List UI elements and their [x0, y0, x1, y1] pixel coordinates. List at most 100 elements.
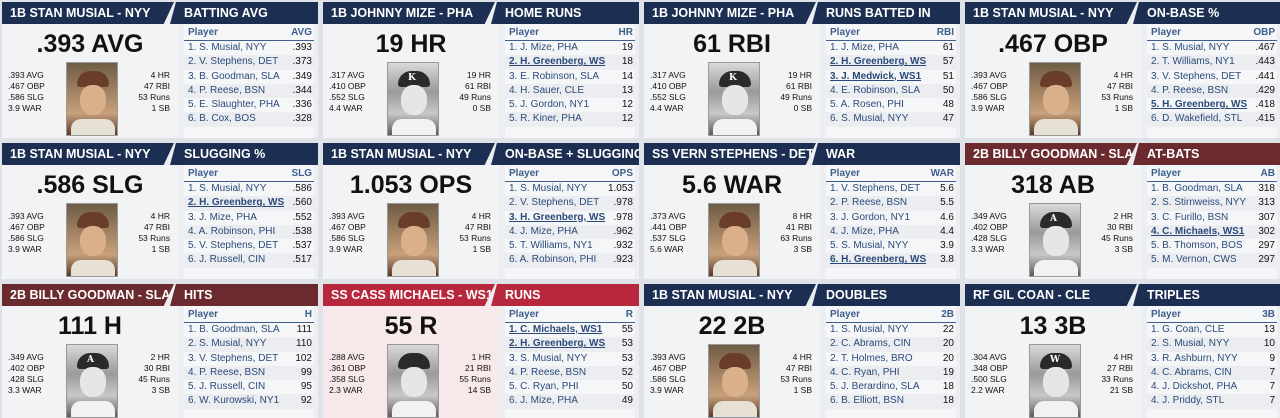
leader-name-link[interactable]: 6. J. Russell, CIN [188, 254, 266, 266]
leader-card[interactable]: 1B JOHNNY MIZE - PHA RUNS BATTED IN 61 RBI… [644, 2, 960, 138]
leaderboard-row[interactable]: 6. S. Musial, NYY 47 [826, 112, 956, 127]
leaderboard-row[interactable]: 6. B. Cox, BOS .328 [184, 112, 314, 127]
player-column-header[interactable]: Player [509, 309, 540, 320]
stat-column-header[interactable]: OPS [611, 168, 633, 179]
leader-name-link[interactable]: 1. G. Coan, CLE [1151, 324, 1225, 335]
leader-name-link[interactable]: 5. M. Vernon, CWS [1151, 254, 1237, 266]
stat-column-header[interactable]: HR [618, 27, 633, 38]
leader-name-link[interactable]: 1. J. Mize, PHA [509, 42, 578, 53]
leader-name-link[interactable]: 4. J. Dickshot, PHA [1151, 381, 1238, 393]
leader-name-link[interactable]: 6. J. Mize, PHA [509, 395, 578, 407]
leader-name-link[interactable]: 3. J. Mize, PHA [188, 211, 257, 223]
leader-name-link[interactable]: 6. S. Musial, NYY [830, 113, 909, 125]
leader-name-link[interactable]: 5. J. Gordon, NY1 [509, 99, 590, 111]
leader-name-link[interactable]: 1. S. Musial, NYY [509, 183, 588, 194]
leaderboard-row[interactable]: 4. J. Priddy, STL 7 [1147, 394, 1277, 409]
leader-name-link[interactable]: 6. H. Greenberg, WS [830, 254, 927, 266]
leader-name-link[interactable]: 5. B. Thomson, BOS [1151, 240, 1243, 252]
leader-name-link[interactable]: 5. J. Berardino, SLA [830, 381, 920, 393]
stat-column-header[interactable]: H [304, 309, 312, 320]
leaderboard-row[interactable]: 1. C. Michaels, WS1 55 [505, 323, 635, 337]
leader-name-link[interactable]: 5. H. Greenberg, WS [1151, 99, 1248, 111]
leaderboard-row[interactable]: 6. J. Russell, CIN .517 [184, 253, 314, 268]
leaderboard-row[interactable]: 2. V. Stephens, DET .978 [505, 196, 635, 211]
leaderboard-row[interactable]: 5. S. Musial, NYY 3.9 [826, 239, 956, 253]
leaderboard-row[interactable]: 1. V. Stephens, DET 5.6 [826, 182, 956, 196]
leader-name-link[interactable]: 6. B. Cox, BOS [188, 113, 256, 125]
leader-name-link[interactable]: 3. V. Stephens, DET [188, 352, 279, 364]
leaderboard-row[interactable]: 3. S. Musial, NYY 53 [505, 352, 635, 366]
leader-name-link[interactable]: 6. A. Robinson, PHI [509, 254, 597, 266]
leader-name-link[interactable]: 1. S. Musial, NYY [1151, 42, 1230, 53]
leader-card[interactable]: 1B JOHNNY MIZE - PHA HOME RUNS 19 HR .317 A… [323, 2, 639, 138]
leader-name-link[interactable]: 4. J. Priddy, STL [1151, 395, 1225, 407]
leader-name-link[interactable]: 3. S. Musial, NYY [509, 352, 588, 364]
leaderboard-row[interactable]: 2. H. Greenberg, WS 57 [826, 55, 956, 70]
leaderboard-row[interactable]: 1. S. Musial, NYY .586 [184, 182, 314, 196]
leaderboard-row[interactable]: 4. P. Reese, BSN 52 [505, 365, 635, 381]
leaderboard-row[interactable]: 5. V. Stephens, DET .537 [184, 239, 314, 253]
leader-name-link[interactable]: 2. H. Greenberg, WS [188, 197, 285, 209]
leader-name-link[interactable]: 1. V. Stephens, DET [830, 183, 921, 194]
player-column-header[interactable]: Player [188, 309, 219, 320]
leader-name-link[interactable]: 3. V. Stephens, DET [1151, 70, 1242, 82]
leader-name-link[interactable]: 2. S. Musial, NYY [1151, 338, 1230, 350]
leader-name-link[interactable]: 4. C. Ryan, PHI [830, 366, 900, 378]
leader-name-link[interactable]: 2. P. Reese, BSN [830, 197, 908, 209]
player-header[interactable]: 1B STAN MUSIAL - NYY [965, 2, 1137, 24]
leader-name-link[interactable]: 2. H. Greenberg, WS [830, 56, 927, 68]
leader-name-link[interactable]: 3. E. Robinson, SLA [509, 70, 600, 82]
player-column-header[interactable]: Player [1151, 168, 1182, 179]
leader-card[interactable]: SS CASS MICHAELS - WS1 RUNS 55 R .288 AVG .3… [323, 284, 639, 418]
leaderboard-row[interactable]: 5. J. Russell, CIN 95 [184, 380, 314, 394]
stat-column-header[interactable]: OBP [1253, 27, 1275, 38]
leader-card[interactable]: 1B STAN MUSIAL - NYY SLUGGING % .586 SLG .3… [2, 143, 318, 279]
leader-name-link[interactable]: 4. P. Reese, BSN [188, 84, 266, 96]
leaderboard-row[interactable]: 3. J. Medwick, WS1 51 [826, 70, 956, 84]
leaderboard-row[interactable]: 6. D. Wakefield, STL .415 [1147, 112, 1277, 127]
leaderboard-row[interactable]: 3. R. Ashburn, NYY 9 [1147, 352, 1277, 366]
leaderboard-row[interactable]: 1. J. Mize, PHA 61 [826, 41, 956, 55]
player-column-header[interactable]: Player [509, 168, 540, 179]
leaderboard-row[interactable]: 3. V. Stephens, DET .441 [1147, 70, 1277, 84]
leaderboard-row[interactable]: 5. J. Berardino, SLA 18 [826, 380, 956, 394]
stat-column-header[interactable]: RBI [936, 27, 954, 38]
leaderboard-row[interactable]: 4. H. Sauer, CLE 13 [505, 83, 635, 99]
leader-card[interactable]: SS VERN STEPHENS - DET WAR 5.6 WAR .373 AVG… [644, 143, 960, 279]
player-column-header[interactable]: Player [1151, 309, 1182, 320]
leader-name-link[interactable]: 1. S. Musial, NYY [830, 324, 909, 335]
leader-card[interactable]: 1B STAN MUSIAL - NYY DOUBLES 22 2B .393 AVG… [644, 284, 960, 418]
leaderboard-row[interactable]: 1. J. Mize, PHA 19 [505, 41, 635, 55]
stat-column-header[interactable]: R [625, 309, 633, 320]
leader-name-link[interactable]: 4. C. Abrams, CIN [1151, 366, 1232, 378]
leaderboard-row[interactable]: 2. S. Stirnweiss, NYY 313 [1147, 196, 1277, 211]
leaderboard-row[interactable]: 4. J. Mize, PHA 4.4 [826, 224, 956, 240]
leaderboard-row[interactable]: 4. C. Abrams, CIN 7 [1147, 365, 1277, 381]
leaderboard-row[interactable]: 2. S. Musial, NYY 110 [184, 337, 314, 352]
leader-name-link[interactable]: 3. H. Greenberg, WS [509, 211, 606, 223]
player-header[interactable]: 1B JOHNNY MIZE - PHA [644, 2, 816, 24]
leader-name-link[interactable]: 2. H. Greenberg, WS [509, 338, 606, 350]
leaderboard-row[interactable]: 6. B. Elliott, BSN 18 [826, 394, 956, 409]
player-column-header[interactable]: Player [188, 27, 219, 38]
leaderboard-row[interactable]: 3. V. Stephens, DET 102 [184, 352, 314, 366]
leaderboard-row[interactable]: 4. P. Reese, BSN .429 [1147, 83, 1277, 99]
leader-name-link[interactable]: 2. T. Williams, NY1 [1151, 56, 1235, 68]
leaderboard-row[interactable]: 3. J. Gordon, NY1 4.6 [826, 211, 956, 225]
leader-name-link[interactable]: 2. S. Stirnweiss, NYY [1151, 197, 1247, 209]
leaderboard-row[interactable]: 5. R. Kiner, PHA 12 [505, 112, 635, 127]
leaderboard-row[interactable]: 1. S. Musial, NYY .393 [184, 41, 314, 55]
player-header[interactable]: 1B JOHNNY MIZE - PHA [323, 2, 495, 24]
leader-name-link[interactable]: 4. A. Robinson, PHI [188, 225, 276, 237]
leader-name-link[interactable]: 3. R. Ashburn, NYY [1151, 352, 1238, 364]
leader-name-link[interactable]: 3. C. Furillo, BSN [1151, 211, 1229, 223]
leader-name-link[interactable]: 1. S. Musial, NYY [188, 183, 267, 194]
leader-card[interactable]: 2B BILLY GOODMAN - SLA AT-BATS 318 AB .349 … [965, 143, 1280, 279]
stat-column-header[interactable]: AB [1260, 168, 1275, 179]
leader-name-link[interactable]: 1. C. Michaels, WS1 [509, 324, 603, 335]
leaderboard-row[interactable]: 5. E. Slaughter, PHA .336 [184, 98, 314, 112]
leader-name-link[interactable]: 4. E. Robinson, SLA [830, 84, 921, 96]
player-column-header[interactable]: Player [830, 27, 861, 38]
leader-name-link[interactable]: 4. P. Reese, BSN [188, 366, 266, 378]
leaderboard-row[interactable]: 3. J. Mize, PHA .552 [184, 211, 314, 225]
